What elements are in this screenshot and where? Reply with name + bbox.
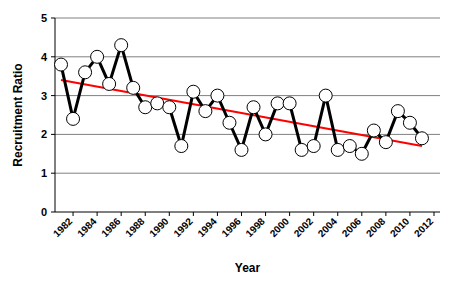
- y-tick: [51, 212, 55, 213]
- x-tick-label: 2008: [364, 215, 388, 239]
- x-tick: [217, 212, 218, 216]
- plot-area: [55, 39, 429, 161]
- data-point: [271, 97, 284, 110]
- data-point: [103, 77, 116, 90]
- x-tick-label: 2010: [388, 215, 412, 239]
- x-tick: [97, 212, 98, 216]
- data-point: [91, 50, 104, 63]
- y-tick: [51, 95, 55, 96]
- grid-line: [55, 56, 440, 57]
- y-tick: [51, 56, 55, 57]
- x-tick: [73, 212, 74, 216]
- data-point: [283, 97, 296, 110]
- x-tick: [433, 212, 434, 216]
- y-tick: [51, 18, 55, 19]
- data-point: [307, 140, 320, 153]
- data-point: [403, 116, 416, 129]
- y-tick-label: 1: [41, 167, 47, 179]
- y-tick: [51, 134, 55, 135]
- x-tick-label: 1996: [219, 215, 243, 239]
- data-point: [151, 97, 164, 110]
- grid-line: [55, 173, 440, 174]
- x-tick: [241, 212, 242, 216]
- data-point: [379, 136, 392, 149]
- data-point: [295, 143, 308, 156]
- x-tick: [313, 212, 314, 216]
- x-tick: [121, 212, 122, 216]
- data-point: [343, 140, 356, 153]
- data-point: [175, 140, 188, 153]
- chart: 0 1 2 3 4 5 1982198419861988199019921994199619…: [0, 0, 471, 290]
- x-tick: [193, 212, 194, 216]
- data-point: [127, 81, 140, 94]
- x-tick: [337, 212, 338, 216]
- y-tick-label: 5: [41, 12, 47, 24]
- grid-line: [55, 95, 440, 96]
- y-tick: [51, 173, 55, 174]
- y-tick-label: 0: [41, 206, 47, 218]
- data-point: [367, 124, 380, 137]
- data-point: [331, 143, 344, 156]
- data-point: [415, 132, 428, 145]
- x-tick-label: 2004: [316, 215, 340, 239]
- data-point: [115, 39, 128, 52]
- data-point: [319, 89, 332, 102]
- x-tick-label: 2006: [340, 215, 364, 239]
- x-tick-label: 1986: [99, 215, 123, 239]
- x-tick: [145, 212, 146, 216]
- data-point: [67, 112, 80, 125]
- data-point: [391, 105, 404, 118]
- data-point: [187, 85, 200, 98]
- trend-line: [61, 80, 422, 146]
- data-point: [55, 58, 68, 71]
- x-tick-label: 1984: [75, 215, 99, 239]
- x-tick-label: 2012: [412, 215, 436, 239]
- x-tick: [385, 212, 386, 216]
- data-point: [79, 66, 92, 79]
- data-point: [211, 89, 224, 102]
- data-point: [259, 128, 272, 141]
- x-axis: [55, 212, 440, 213]
- x-axis-title: Year: [235, 261, 261, 275]
- x-tick-label: 1998: [243, 215, 267, 239]
- x-tick: [169, 212, 170, 216]
- x-tick: [409, 212, 410, 216]
- x-tick-label: 1994: [195, 215, 219, 239]
- data-point: [163, 101, 176, 114]
- data-point: [199, 105, 212, 118]
- x-tick-label: 2000: [268, 215, 292, 239]
- grid-line: [55, 18, 440, 19]
- x-tick-label: 1990: [147, 215, 171, 239]
- y-tick-label: 2: [41, 128, 47, 140]
- x-tick-label: 1982: [51, 215, 75, 239]
- data-point: [139, 101, 152, 114]
- y-axis: [55, 18, 56, 212]
- x-tick-label: 1988: [123, 215, 147, 239]
- y-axis-title: Recruitment Ratio: [11, 63, 25, 166]
- y-tick-label: 3: [41, 90, 47, 102]
- data-line: [61, 45, 422, 154]
- data-point: [247, 101, 260, 114]
- x-tick: [361, 212, 362, 216]
- data-point: [355, 147, 368, 160]
- data-point: [235, 143, 248, 156]
- x-tick: [265, 212, 266, 216]
- y-tick-label: 4: [41, 51, 48, 63]
- x-tick: [289, 212, 290, 216]
- data-point: [223, 116, 236, 129]
- x-tick-label: 1992: [171, 215, 195, 239]
- x-tick-label: 2002: [292, 215, 316, 239]
